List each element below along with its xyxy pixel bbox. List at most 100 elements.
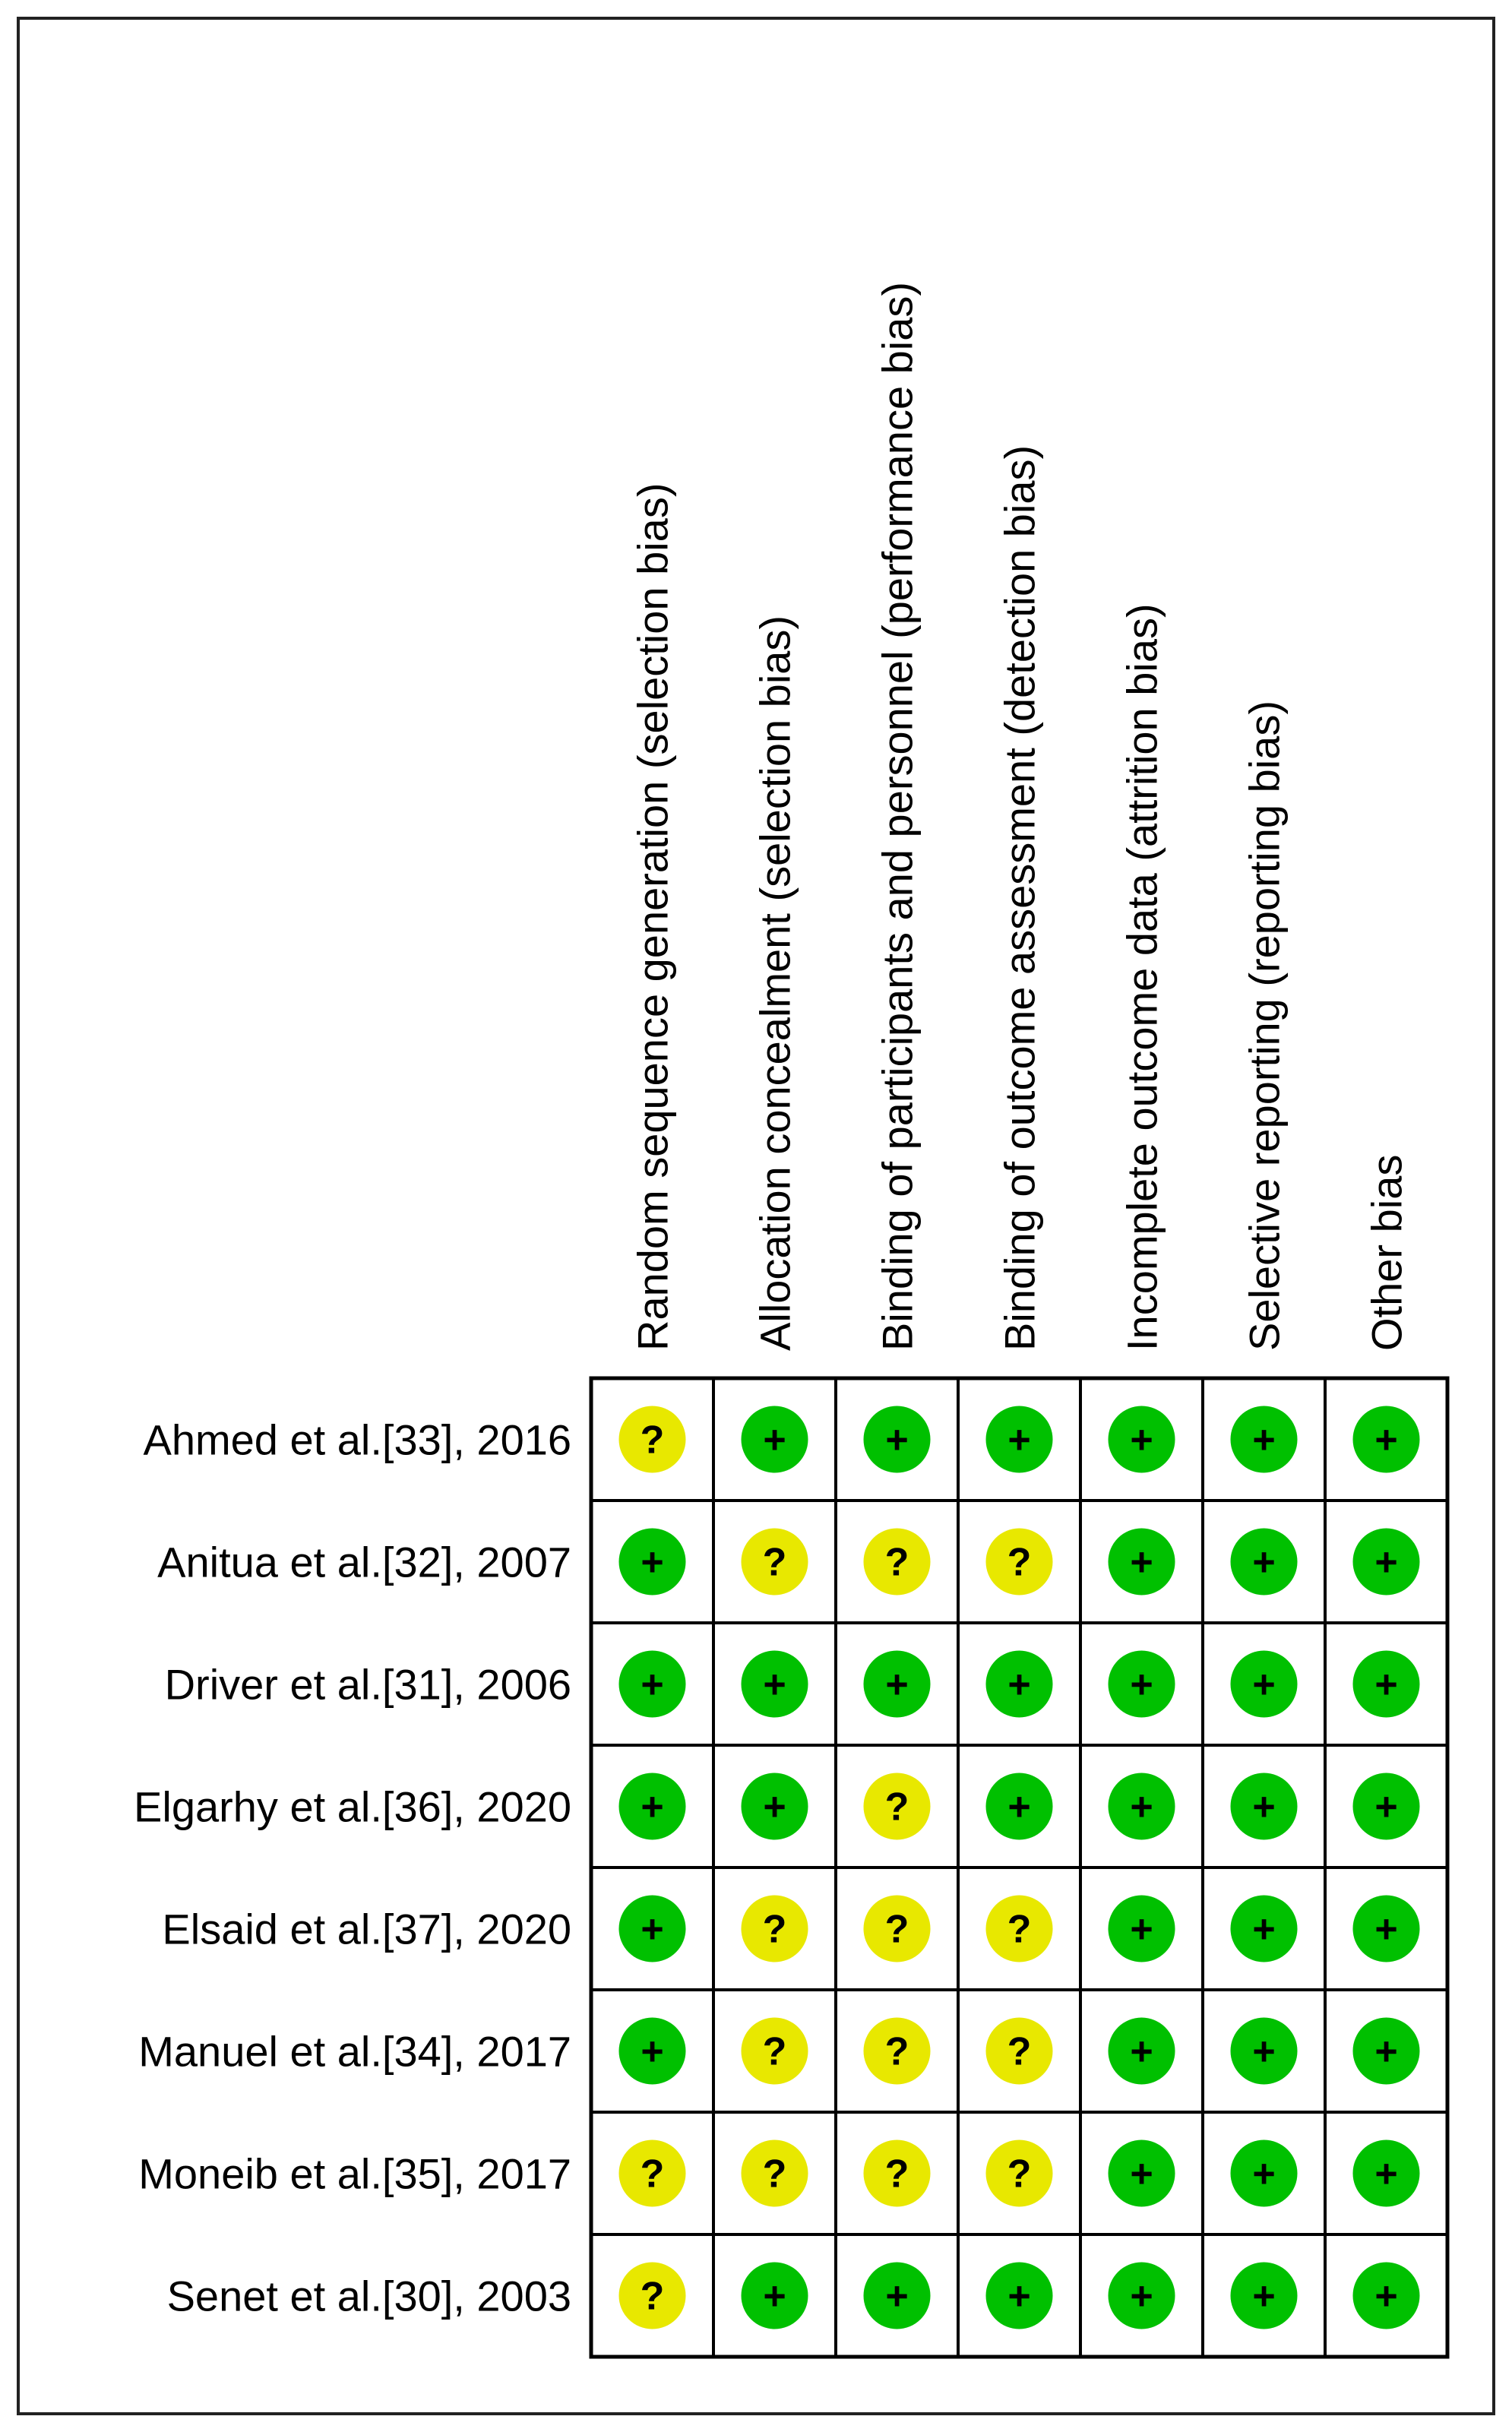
low-risk-dot xyxy=(1230,1895,1298,1962)
plus-mark: + xyxy=(641,1908,663,1952)
plus-mark: + xyxy=(1252,1663,1275,1707)
column-header-7: Other bias xyxy=(1363,1155,1411,1351)
plus-mark: + xyxy=(1252,1418,1275,1463)
question-mark: ? xyxy=(885,2152,909,2196)
plus-mark: + xyxy=(1130,1908,1153,1952)
plus-mark: + xyxy=(885,2275,908,2319)
unclear-risk-dot xyxy=(618,1406,686,1473)
question-mark: ? xyxy=(641,2275,665,2319)
low-risk-dot xyxy=(1108,1895,1175,1962)
grid-cell xyxy=(1324,1744,1449,1869)
column-header-6: Selective reporting (reporting bias) xyxy=(1241,701,1289,1351)
question-mark: ? xyxy=(763,2152,787,2196)
question-mark: ? xyxy=(641,1418,665,1463)
question-mark: ? xyxy=(885,1541,909,1585)
low-risk-dot xyxy=(618,1650,686,1718)
plus-mark: + xyxy=(1130,2152,1153,2196)
low-risk-dot xyxy=(863,1650,931,1718)
low-risk-dot xyxy=(863,1406,931,1473)
plus-mark: + xyxy=(1374,1541,1397,1585)
unclear-risk-dot xyxy=(985,2017,1053,2085)
column-header-2: Allocation concealment (selection bias) xyxy=(751,615,799,1351)
low-risk-dot xyxy=(741,1406,808,1473)
low-risk-dot xyxy=(1230,2139,1298,2207)
plus-mark: + xyxy=(1130,1663,1153,1707)
low-risk-dot xyxy=(985,1406,1053,1473)
unclear-risk-dot xyxy=(741,1895,808,1962)
plus-mark: + xyxy=(1007,1663,1030,1707)
question-mark: ? xyxy=(1007,1908,1032,1952)
plus-mark: + xyxy=(1374,1663,1397,1707)
low-risk-dot xyxy=(1352,1773,1420,1840)
question-mark: ? xyxy=(1007,2030,1032,2074)
study-label-6: Manuel et al.[34], 2017 xyxy=(138,2028,571,2076)
plus-mark: + xyxy=(885,1663,908,1707)
question-mark: ? xyxy=(641,2152,665,2196)
low-risk-dot xyxy=(985,2262,1053,2329)
plus-mark: + xyxy=(1374,2152,1397,2196)
low-risk-dot xyxy=(1108,1528,1175,1596)
plus-mark: + xyxy=(641,1663,663,1707)
plus-mark: + xyxy=(763,1418,786,1463)
plus-mark: + xyxy=(763,1785,786,1830)
column-header-1: Random sequence generation (selection bi… xyxy=(629,483,677,1351)
question-mark: ? xyxy=(885,1908,909,1952)
unclear-risk-dot xyxy=(618,2262,686,2329)
low-risk-dot xyxy=(741,2262,808,2329)
column-header-5: Incomplete outcome data (attrition bias) xyxy=(1118,603,1166,1351)
grid-cell xyxy=(957,1744,1082,1869)
unclear-risk-dot xyxy=(863,1895,931,1962)
plus-mark: + xyxy=(763,1663,786,1707)
low-risk-dot xyxy=(618,1773,686,1840)
low-risk-dot xyxy=(1108,2139,1175,2207)
question-mark: ? xyxy=(1007,2152,1032,2196)
low-risk-dot xyxy=(1352,1895,1420,1962)
low-risk-dot xyxy=(1230,1406,1298,1473)
unclear-risk-dot xyxy=(863,1773,931,1840)
low-risk-dot xyxy=(985,1773,1053,1840)
low-risk-dot xyxy=(1108,1650,1175,1718)
low-risk-dot xyxy=(1230,1773,1298,1840)
plus-mark: + xyxy=(1374,2275,1397,2319)
low-risk-dot xyxy=(1352,2139,1420,2207)
unclear-risk-dot xyxy=(985,1895,1053,1962)
unclear-risk-dot xyxy=(618,2139,686,2207)
plus-mark: + xyxy=(1007,1418,1030,1463)
unclear-risk-dot xyxy=(985,2139,1053,2207)
plus-mark: + xyxy=(1374,1785,1397,1830)
column-header-4: Binding of outcome assessment (detection… xyxy=(996,445,1044,1351)
plus-mark: + xyxy=(763,2275,786,2319)
low-risk-dot xyxy=(1108,1773,1175,1840)
unclear-risk-dot xyxy=(863,1528,931,1596)
question-mark: ? xyxy=(763,1908,787,1952)
unclear-risk-dot xyxy=(985,1528,1053,1596)
question-mark: ? xyxy=(885,2030,909,2074)
low-risk-dot xyxy=(1230,1528,1298,1596)
unclear-risk-dot xyxy=(741,2139,808,2207)
study-label-8: Senet et al.[30], 2003 xyxy=(167,2272,571,2320)
unclear-risk-dot xyxy=(863,2017,931,2085)
plus-mark: + xyxy=(1374,1908,1397,1952)
low-risk-dot xyxy=(1108,1406,1175,1473)
plus-mark: + xyxy=(1130,1785,1153,1830)
plus-mark: + xyxy=(1252,1541,1275,1585)
plus-mark: + xyxy=(1007,1785,1030,1830)
plus-mark: + xyxy=(1252,2275,1275,2319)
unclear-risk-dot xyxy=(863,2139,931,2207)
plus-mark: + xyxy=(641,1541,663,1585)
low-risk-dot xyxy=(741,1773,808,1840)
question-mark: ? xyxy=(885,1785,909,1830)
figure-frame: Random sequence generation (selection bi… xyxy=(17,17,1495,2415)
study-label-1: Ahmed et al.[33], 2016 xyxy=(144,1416,572,1464)
low-risk-dot xyxy=(1352,1650,1420,1718)
low-risk-dot xyxy=(985,1650,1053,1718)
low-risk-dot xyxy=(741,1650,808,1718)
grid-border xyxy=(589,1376,1450,2359)
study-label-4: Elgarhy et al.[36], 2020 xyxy=(134,1783,571,1831)
low-risk-dot xyxy=(1352,1406,1420,1473)
unclear-risk-dot xyxy=(741,2017,808,2085)
low-risk-dot xyxy=(1230,2017,1298,2085)
study-label-3: Driver et al.[31], 2006 xyxy=(165,1661,571,1709)
study-label-2: Anitua et al.[32], 2007 xyxy=(157,1539,571,1586)
plus-mark: + xyxy=(885,1418,908,1463)
